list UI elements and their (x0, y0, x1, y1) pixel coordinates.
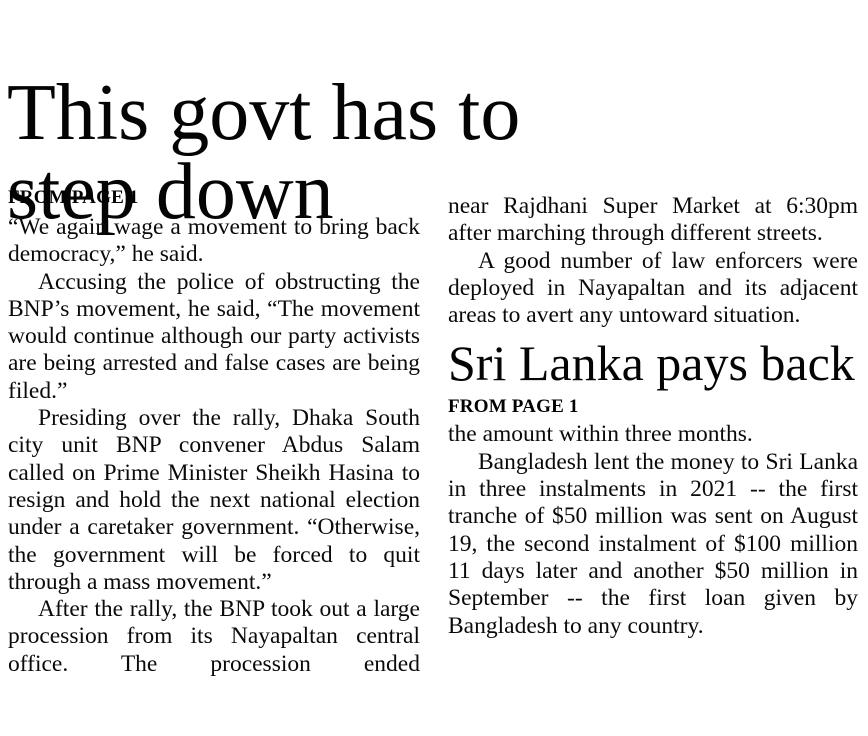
article-main-paragraph-2: Accusing the police of obstructing the B… (8, 268, 420, 404)
headline-line-2: step down (7, 147, 334, 236)
article-main-headline: This govt has to step down (7, 68, 567, 236)
article-main-paragraph-1: “We again wage a movement to bring back … (8, 214, 420, 268)
article-main-paragraph-6: A good number of law enforcers were depl… (448, 247, 858, 329)
from-page-label-main: FROM PAGE 1 (8, 187, 139, 208)
column-left: FROM PAGE 1 “We again wage a movement to… (8, 186, 420, 678)
article-secondary-paragraph-1: the amount within three months. (448, 421, 753, 448)
article-main-paragraph-3: Presiding over the rally, Dhaka South ci… (8, 405, 420, 595)
headline-line-1: This govt has to (7, 68, 521, 157)
article-secondary-paragraph-2: Bangladesh lent the money to Sri Lanka i… (448, 448, 858, 639)
from-page-label-secondary: FROM PAGE 1 (448, 396, 579, 418)
column-right: near Rajdhani Super Market at 6:30pm aft… (448, 193, 858, 640)
article-main-paragraph-5: near Rajdhani Super Market at 6:30pm aft… (448, 193, 858, 247)
article-main-paragraph-4: After the rally, the BNP took out a larg… (8, 596, 420, 677)
article-secondary-headline: Sri Lanka pays back (448, 335, 855, 392)
